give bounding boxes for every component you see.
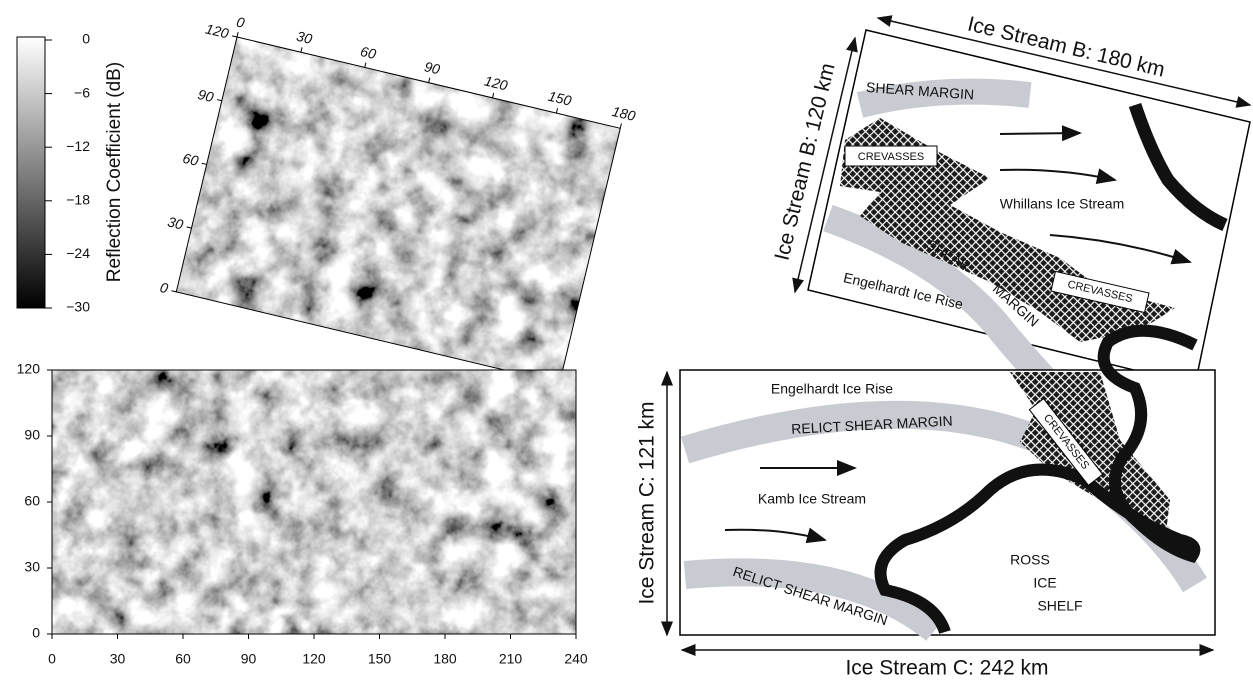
colorbar-tick-label: 0: [82, 31, 90, 47]
tick: [620, 123, 621, 128]
tick: [232, 36, 237, 37]
x-tick-label: 30: [110, 651, 126, 667]
y-tick-label: 0: [158, 279, 169, 296]
x-tick-label: 120: [302, 651, 326, 667]
top-map: 0 30 60 90 120 150 180 0 30 60 90 120: [143, 7, 637, 393]
x-tick-label: 240: [564, 651, 588, 667]
bottom-map: 0 30 60 90 120 150 180 210 240 0 30 60 90 120: [17, 361, 588, 667]
x-tick-label: 180: [433, 651, 457, 667]
shelf-label: ICE: [1033, 575, 1056, 591]
y-tick-label: 30: [24, 559, 40, 575]
colorbar-tick-label: −18: [66, 192, 90, 208]
tick: [556, 108, 557, 113]
x-tick-label: 0: [48, 651, 56, 667]
crevasses-label: CREVASSES: [858, 151, 924, 163]
length-label: Ice Stream C: 242 km: [845, 657, 1048, 680]
stream-label: Kamb Ice Stream: [758, 491, 866, 507]
y-tick-label: 0: [32, 625, 40, 641]
tick: [429, 78, 430, 83]
y-tick-label: 30: [166, 213, 185, 232]
colorbar-ramp: [17, 37, 45, 308]
schematic-c: Ice Stream C: 121 km Ice Stream C: 242 k…: [636, 331, 1215, 680]
colorbar-tick-label: −30: [66, 299, 90, 315]
y-tick-label: 60: [24, 493, 40, 509]
x-tick-label: 90: [423, 58, 442, 77]
x-tick-label: 90: [241, 651, 257, 667]
shelf-label: SHELF: [1037, 598, 1082, 614]
figure: Reflection Coefficient (dB) 0 −6 −12 −18 −24…: [0, 0, 1253, 684]
tick: [202, 163, 207, 164]
tick: [171, 291, 176, 292]
y-tick-label: 90: [24, 427, 40, 443]
x-tick-label: 150: [547, 88, 574, 109]
colorbar-label: Reflection Coefficient (dB): [104, 62, 125, 282]
x-tick-label: 120: [483, 73, 510, 94]
colorbar-tick-label: −24: [66, 245, 90, 261]
width-label: Ice Stream C: 121 km: [636, 401, 659, 604]
tick: [301, 47, 302, 52]
flow-arrow: [1000, 133, 1080, 134]
ice-rise-label: Engelhardt Ice Rise: [771, 381, 893, 397]
x-tick-label: 210: [499, 651, 523, 667]
x-tick-label: 30: [295, 28, 314, 47]
y-tick-label: 120: [17, 361, 41, 377]
colorbar: Reflection Coefficient (dB) 0 −6 −12 −18 −24…: [17, 31, 125, 315]
tick: [365, 63, 366, 68]
colorbar-tick-label: −12: [66, 138, 90, 154]
x-tick-label: 60: [175, 651, 191, 667]
shelf-label: ROSS: [1010, 552, 1050, 568]
tick: [187, 227, 192, 228]
y-tick-label: 90: [196, 86, 215, 105]
y-tick-label: 60: [181, 150, 200, 169]
x-tick-label: 0: [235, 13, 246, 30]
stream-label: Whillans Ice Stream: [1000, 196, 1124, 212]
colorbar-tick-label: −6: [74, 84, 90, 100]
tick: [493, 93, 494, 98]
x-tick-label: 60: [359, 43, 378, 62]
x-tick-label: 180: [611, 103, 638, 124]
x-tick-label: 150: [368, 651, 392, 667]
y-tick-label: 120: [204, 20, 231, 41]
tick: [217, 100, 222, 101]
reflection-image: [52, 370, 576, 634]
tick: [237, 32, 238, 37]
